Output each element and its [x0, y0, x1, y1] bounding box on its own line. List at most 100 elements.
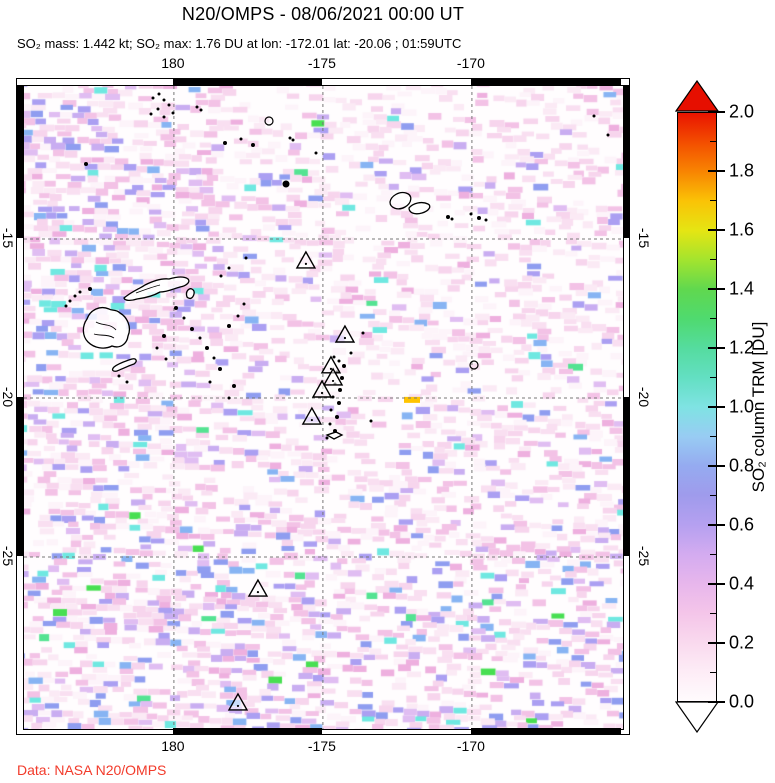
- colorbar-tick-label: 0.0: [729, 691, 755, 712]
- coastline: [408, 201, 431, 215]
- colorbar-tick: [708, 111, 725, 113]
- neatline-segment: [623, 85, 629, 238]
- islet-dot: [328, 422, 332, 426]
- volcano-marker-dot: [331, 379, 335, 383]
- coastline: [123, 276, 190, 302]
- islet-dot: [208, 380, 212, 384]
- islet-dot: [156, 107, 160, 111]
- islet-dot: [84, 162, 88, 166]
- volcano-marker-icon: [301, 406, 323, 425]
- colorbar-tick: [708, 465, 725, 467]
- islet-dot: [88, 287, 92, 291]
- islet-dot: [174, 306, 178, 310]
- islet-dot: [239, 137, 243, 141]
- data-credit: Data: NASA N20/OMPS: [17, 762, 167, 778]
- islet-dot: [337, 401, 341, 405]
- volcano-marker-icon: [311, 379, 333, 398]
- volcano-marker-icon: [295, 250, 317, 269]
- coastline-detail: [95, 321, 117, 331]
- volcano-marker-dot: [320, 391, 324, 395]
- coastline-detail: [93, 333, 115, 339]
- volcano-marker-icon: [247, 578, 269, 597]
- islet-dot: [162, 115, 166, 119]
- volcano-marker-dot: [304, 262, 308, 266]
- islet-dot: [167, 103, 171, 107]
- islet-dot: [592, 114, 596, 118]
- colorbar-tick-label: 1.4: [729, 278, 755, 299]
- x-axis-tick-label-top: -175: [307, 55, 336, 71]
- islet-dot: [242, 302, 246, 306]
- islet-dot: [73, 294, 77, 298]
- colorbar-tick-label: 0.2: [729, 632, 755, 653]
- x-axis-tick-label-bottom: -175: [307, 738, 336, 754]
- islet-dot: [227, 396, 231, 400]
- colorbar-tick: [708, 524, 725, 526]
- colorbar-tick-label: 1.0: [729, 396, 755, 417]
- map-frame: [16, 78, 630, 735]
- islet-dot: [325, 436, 329, 440]
- coastline: [389, 191, 412, 210]
- neatline-segment: [470, 728, 621, 734]
- coastline: [185, 288, 195, 300]
- colorbar-tick: [708, 583, 725, 585]
- islet-dot: [338, 388, 342, 392]
- volcano-marker-dot: [329, 367, 333, 370]
- coastline-detail: [135, 284, 161, 294]
- islet-dot: [606, 133, 610, 137]
- islet-dot: [333, 429, 337, 433]
- colorbar-tick: [710, 140, 717, 143]
- islet-dot: [117, 374, 121, 378]
- islet-dot: [162, 334, 166, 338]
- so2-max-pixel: [404, 396, 421, 403]
- neatline-segment: [470, 79, 621, 85]
- islet-dot: [369, 419, 373, 423]
- islet-dot: [446, 215, 450, 219]
- colorbar-under-arrow-icon: [675, 701, 719, 733]
- islet-dot: [125, 380, 129, 384]
- islet-dot: [232, 384, 236, 388]
- figure-subtitle: SO₂ mass: 1.442 kt; SO₂ max: 1.76 DU at …: [17, 36, 462, 51]
- islet-dot: [332, 355, 336, 359]
- colorbar-tick: [710, 435, 717, 438]
- colorbar-over-arrow-icon: [675, 80, 719, 112]
- islet-dot: [450, 217, 454, 221]
- islet-dot: [331, 395, 335, 399]
- islet-dot: [155, 346, 159, 350]
- islet-dot: [469, 212, 473, 216]
- islet-dot: [171, 111, 175, 115]
- colorbar-tick-label: 0.8: [729, 455, 755, 476]
- figure-title: N20/OMPS - 08/06/2021 00:00 UT: [181, 4, 465, 24]
- coastline: [111, 358, 137, 372]
- y-axis-tick-label-right: -20: [636, 386, 652, 408]
- islet-dot: [195, 105, 199, 109]
- islet-dot: [337, 359, 341, 363]
- colorbar: SO₂ column TRM [DU] 0.0 0.2 0.4 0.6 0.8 1.0 1.…: [675, 78, 775, 768]
- colorbar-tick-label: 1.8: [729, 160, 755, 181]
- colorbar-tick: [708, 406, 725, 408]
- islet-dot: [227, 266, 231, 270]
- islet-dot: [340, 376, 344, 380]
- map-overlay: [24, 86, 623, 729]
- islet-dot: [329, 408, 333, 412]
- volcano-marker-dot: [256, 590, 260, 594]
- y-axis-tick-label-right: -25: [636, 545, 652, 567]
- islet-dot: [218, 367, 222, 371]
- islet-dot: [291, 138, 295, 142]
- volcano-marker-icon: [334, 324, 356, 343]
- colorbar-tick: [710, 553, 717, 556]
- colorbar-tick-label: 0.4: [729, 573, 755, 594]
- colorbar-tick: [708, 288, 725, 290]
- colorbar-tick: [708, 229, 725, 231]
- colorbar-tick: [710, 258, 717, 261]
- coastline: [82, 306, 131, 349]
- islet-dot: [219, 274, 223, 278]
- neatline-segment: [172, 79, 322, 85]
- islet-dot: [223, 141, 227, 145]
- islet-dot: [342, 364, 346, 368]
- islet-dot: [314, 151, 318, 155]
- islet-dot: [64, 304, 68, 308]
- islet-dot: [157, 92, 161, 96]
- colorbar-tick-label: 2.0: [729, 101, 755, 122]
- islet-dot: [164, 357, 168, 361]
- colorbar-tick: [710, 199, 717, 202]
